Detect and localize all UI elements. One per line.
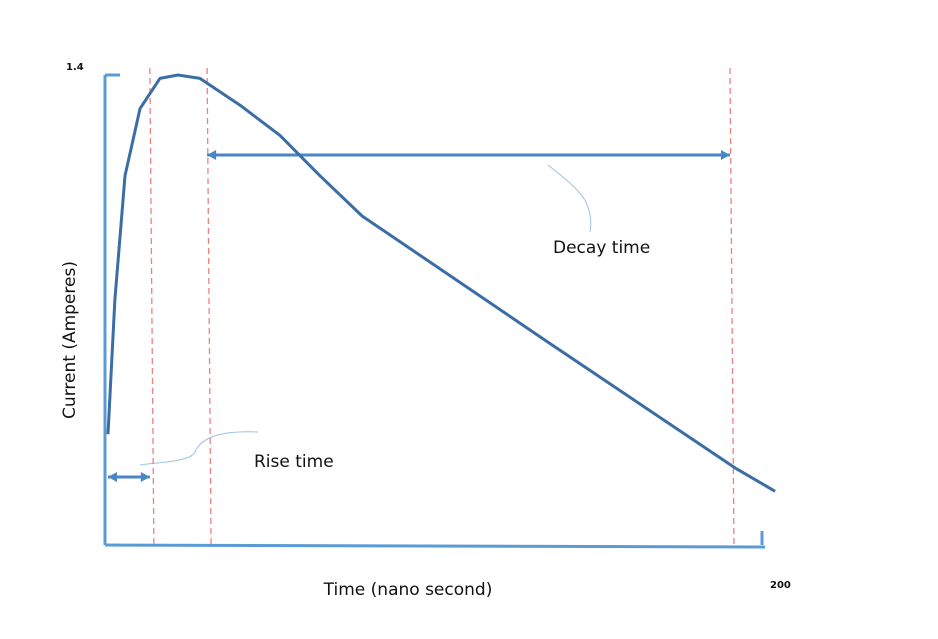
data-line bbox=[106, 73, 776, 493]
pointer bbox=[547, 164, 592, 233]
arrow-head bbox=[720, 150, 730, 160]
annotation: Rise time bbox=[254, 452, 334, 472]
x-axis bbox=[104, 543, 766, 549]
arrow-head bbox=[207, 150, 217, 160]
marker-line bbox=[729, 67, 735, 546]
x-tick-label: 200 bbox=[770, 580, 791, 591]
pointer bbox=[139, 431, 259, 466]
annotation: Decay time bbox=[553, 238, 650, 258]
arrow-head bbox=[108, 472, 117, 482]
y-tick-label: 1.4 bbox=[66, 62, 84, 73]
arrow-head bbox=[140, 472, 150, 482]
marker-line bbox=[206, 67, 212, 546]
y-axis-title: Current (Amperes) bbox=[60, 261, 80, 419]
marker-line bbox=[149, 67, 155, 546]
x-axis-title: Time (nano second) bbox=[323, 580, 493, 600]
